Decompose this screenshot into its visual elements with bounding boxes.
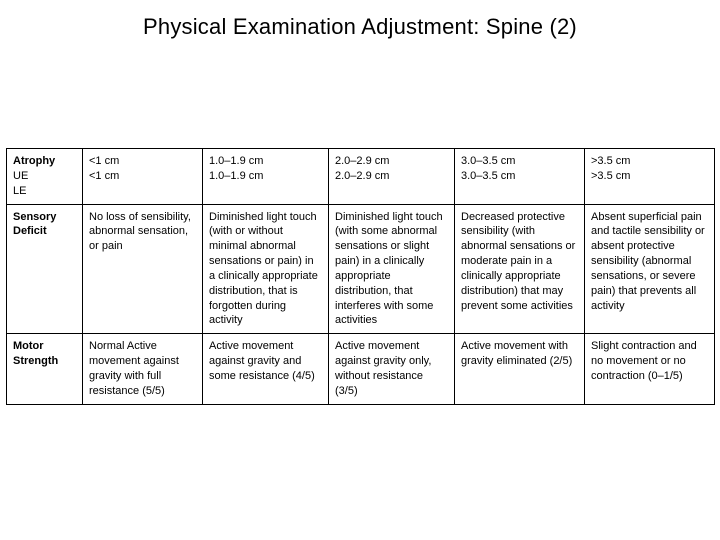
cell-value: 2.0–2.9 cm [335,170,389,182]
cell-value: Absent superficial pain and tactile sens… [591,211,705,312]
exam-table: Atrophy UE LE <1 cm <1 cm 1.0–1.9 cm 1.0… [6,148,715,405]
cell: 3.0–3.5 cm 3.0–3.5 cm [455,149,585,205]
exam-table-container: Atrophy UE LE <1 cm <1 cm 1.0–1.9 cm 1.0… [6,148,714,405]
cell-value: 2.0–2.9 cm [335,155,389,167]
cell-value: Diminished light touch (with some abnorm… [335,211,443,327]
cell: Absent superficial pain and tactile sens… [585,204,715,334]
cell: Active movement against gravity only, wi… [329,334,455,404]
cell-value: 1.0–1.9 cm [209,170,263,182]
cell-value: 3.0–3.5 cm [461,170,515,182]
row-header-motor: Motor Strength [7,334,83,404]
cell: >3.5 cm >3.5 cm [585,149,715,205]
cell-value: Active movement against gravity and some… [209,340,315,382]
cell-value: Active movement with gravity eliminated … [461,340,572,367]
cell: Diminished light touch (with or without … [203,204,329,334]
cell: Diminished light touch (with some abnorm… [329,204,455,334]
cell: <1 cm <1 cm [83,149,203,205]
cell-value: 3.0–3.5 cm [461,155,515,167]
row-header-sensory: Sensory Deficit [7,204,83,334]
cell: Normal Active movement against gravity w… [83,334,203,404]
table-row: Sensory Deficit No loss of sensibility, … [7,204,715,334]
cell: Active movement with gravity eliminated … [455,334,585,404]
row-header-sub-ue: UE [13,169,76,184]
table-row: Motor Strength Normal Active movement ag… [7,334,715,404]
table-row: Atrophy UE LE <1 cm <1 cm 1.0–1.9 cm 1.0… [7,149,715,205]
row-header-sub-le: LE [13,184,76,199]
cell: Active movement against gravity and some… [203,334,329,404]
cell: Slight contraction and no movement or no… [585,334,715,404]
row-header-label: Motor Strength [13,340,58,367]
row-header-label: Sensory Deficit [13,211,56,238]
cell-value: 1.0–1.9 cm [209,155,263,167]
cell-value: >3.5 cm [591,155,630,167]
row-header-atrophy: Atrophy UE LE [7,149,83,205]
cell-value: Normal Active movement against gravity w… [89,340,179,397]
page-title: Physical Examination Adjustment: Spine (… [0,14,720,40]
cell: 1.0–1.9 cm 1.0–1.9 cm [203,149,329,205]
cell-value: No loss of sensibility, abnormal sensati… [89,211,191,253]
cell-value: Active movement against gravity only, wi… [335,340,431,397]
cell-value: >3.5 cm [591,170,630,182]
cell-value: Decreased protective sensibility (with a… [461,211,575,312]
cell-value: <1 cm [89,170,119,182]
cell-value: Slight contraction and no movement or no… [591,340,697,382]
cell-value: <1 cm [89,155,119,167]
cell: No loss of sensibility, abnormal sensati… [83,204,203,334]
row-header-label: Atrophy [13,155,55,167]
cell: 2.0–2.9 cm 2.0–2.9 cm [329,149,455,205]
cell-value: Diminished light touch (with or without … [209,211,318,327]
cell: Decreased protective sensibility (with a… [455,204,585,334]
